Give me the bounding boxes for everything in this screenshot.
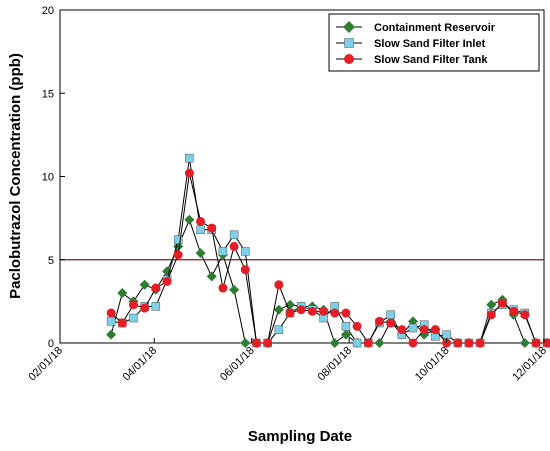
y-tick-label: 5 bbox=[48, 255, 54, 267]
data-point bbox=[453, 338, 463, 348]
data-point bbox=[497, 298, 507, 308]
x-tick-label: 02/01/18 bbox=[26, 345, 65, 384]
legend-label-slow-sand-filter-tank: Slow Sand Filter Tank bbox=[374, 54, 488, 66]
data-point bbox=[229, 284, 240, 295]
data-point bbox=[240, 338, 251, 348]
data-point bbox=[117, 288, 128, 299]
data-point bbox=[386, 318, 396, 328]
data-point bbox=[340, 329, 351, 340]
legend-entry-slow-sand-filter-tank: Slow Sand Filter Tank bbox=[336, 54, 488, 66]
data-point bbox=[397, 325, 407, 335]
x-tick-label: 04/01/18 bbox=[121, 345, 160, 384]
legend-entry-slow-sand-filter-inlet: Slow Sand Filter Inlet bbox=[336, 38, 486, 50]
data-point bbox=[542, 338, 550, 348]
data-point bbox=[341, 322, 351, 331]
y-axis-title: Paclobutrazol Concentration (ppb) bbox=[7, 53, 24, 299]
x-tick-label: 10/01/18 bbox=[413, 345, 452, 384]
data-point bbox=[386, 310, 395, 319]
data-point bbox=[509, 306, 519, 316]
data-point bbox=[117, 318, 127, 328]
series-1 bbox=[106, 214, 550, 348]
legend-box bbox=[328, 13, 540, 72]
data-point bbox=[173, 235, 183, 245]
data-point bbox=[229, 241, 239, 251]
data-point bbox=[475, 338, 485, 348]
legend-label-containment-reservoir: Containment Reservoir bbox=[374, 22, 496, 34]
x-tick-label: 08/01/18 bbox=[315, 345, 354, 384]
y-tick-label: 10 bbox=[42, 172, 54, 184]
y-ticks: 0 5 10 15 20 bbox=[42, 5, 65, 350]
data-point bbox=[363, 338, 373, 348]
data-point bbox=[184, 168, 194, 178]
data-point bbox=[195, 248, 206, 259]
data-point bbox=[319, 306, 329, 316]
data-point bbox=[106, 329, 117, 340]
data-point bbox=[274, 280, 284, 290]
data-point bbox=[151, 283, 161, 293]
data-point bbox=[352, 321, 362, 331]
data-point bbox=[430, 325, 440, 335]
legend-diamond-marker bbox=[343, 21, 355, 33]
y-tick-label: 15 bbox=[42, 88, 54, 100]
data-point bbox=[184, 214, 195, 225]
data-point bbox=[139, 279, 150, 290]
data-point bbox=[240, 265, 250, 275]
legend: Containment Reservoir Slow Sand Filter I… bbox=[328, 13, 540, 72]
data-point bbox=[151, 302, 161, 311]
data-point bbox=[196, 225, 205, 235]
data-point bbox=[206, 271, 217, 282]
data-point bbox=[263, 338, 273, 348]
data-point bbox=[520, 310, 530, 320]
series-line bbox=[110, 173, 548, 344]
data-point bbox=[218, 247, 228, 256]
data-point bbox=[128, 300, 138, 310]
data-point bbox=[140, 303, 150, 313]
data-point bbox=[185, 153, 194, 163]
series-layer bbox=[106, 153, 550, 348]
data-point bbox=[273, 304, 284, 315]
data-point bbox=[374, 316, 384, 326]
data-point bbox=[196, 216, 206, 226]
x-tick-label: 12/01/18 bbox=[510, 345, 549, 384]
series-3 bbox=[106, 168, 550, 348]
data-point bbox=[341, 308, 351, 318]
legend-label-slow-sand-filter-inlet: Slow Sand Filter Inlet bbox=[374, 38, 486, 50]
data-point bbox=[486, 299, 497, 310]
x-tick-label: 06/01/18 bbox=[218, 345, 257, 384]
data-point bbox=[408, 323, 418, 333]
data-point bbox=[408, 338, 418, 348]
data-point bbox=[330, 308, 340, 318]
legend-square-marker bbox=[344, 38, 354, 48]
data-point bbox=[296, 305, 306, 315]
data-point bbox=[464, 338, 474, 348]
legend-entry-containment-reservoir: Containment Reservoir bbox=[336, 21, 496, 34]
data-point bbox=[251, 338, 261, 348]
x-axis-title: Sampling Date bbox=[248, 428, 352, 445]
y-tick-label: 20 bbox=[42, 5, 54, 17]
data-point bbox=[307, 306, 317, 316]
y-tick-label: 0 bbox=[48, 338, 54, 350]
data-point bbox=[106, 308, 116, 318]
data-point bbox=[352, 338, 362, 348]
data-point bbox=[519, 338, 530, 348]
data-point bbox=[218, 283, 228, 293]
data-point bbox=[419, 325, 429, 335]
data-point bbox=[442, 330, 451, 339]
data-point bbox=[486, 310, 496, 320]
data-point bbox=[285, 308, 295, 318]
series-2 bbox=[106, 153, 550, 348]
data-point bbox=[329, 338, 340, 348]
data-point bbox=[274, 325, 284, 334]
data-point bbox=[241, 247, 250, 256]
data-point bbox=[207, 223, 217, 233]
data-point bbox=[162, 276, 172, 286]
data-point bbox=[106, 317, 116, 326]
data-point bbox=[374, 338, 385, 348]
data-point bbox=[173, 250, 183, 260]
data-point bbox=[229, 230, 239, 240]
data-point bbox=[531, 338, 541, 348]
data-point bbox=[129, 313, 138, 323]
legend-circle-marker bbox=[344, 54, 354, 64]
